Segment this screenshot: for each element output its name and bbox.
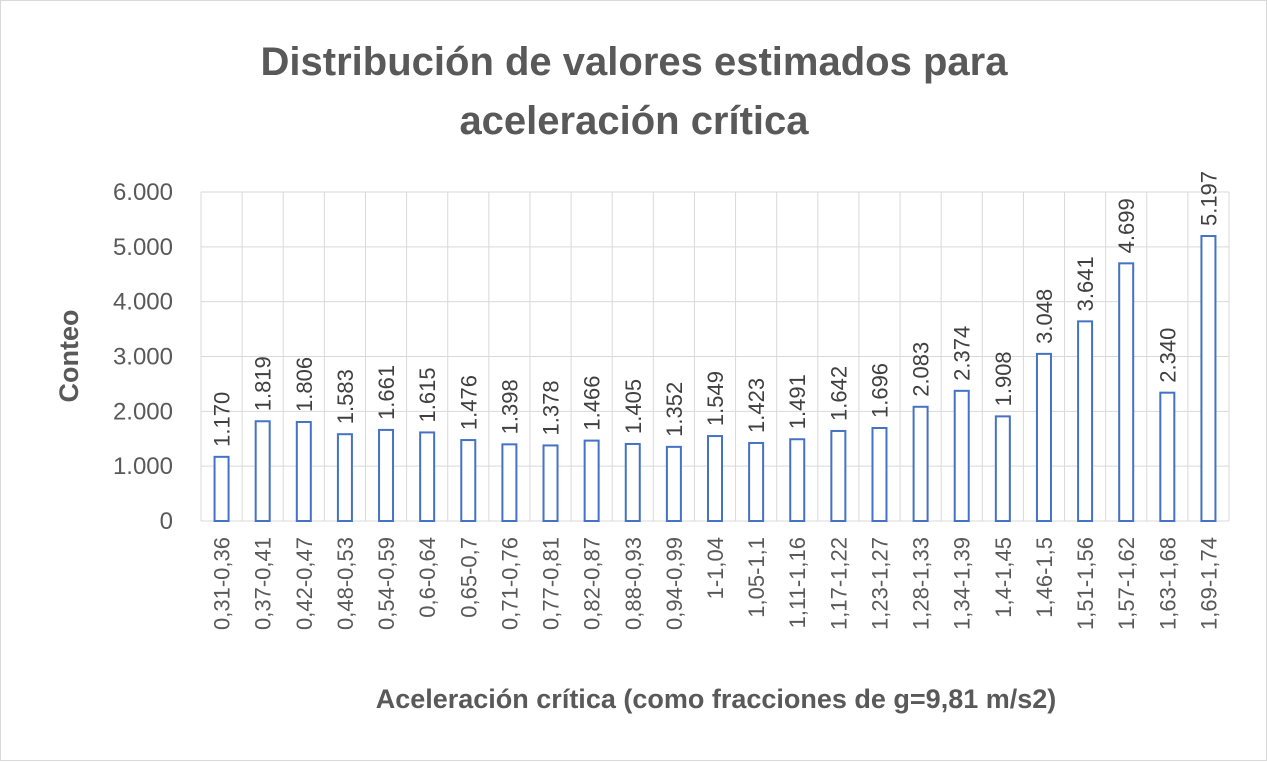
data-label-12: 1.549 xyxy=(703,371,728,426)
data-label-17: 2.083 xyxy=(909,342,934,397)
data-label-18: 2.374 xyxy=(950,326,975,381)
bar-21 xyxy=(1077,320,1094,522)
x-axis-title: Aceleración crítica (como fracciones de … xyxy=(376,684,1057,714)
y-tick-label: 6.000 xyxy=(113,179,173,206)
bar-4 xyxy=(378,428,395,523)
bar-12 xyxy=(707,435,723,523)
bar-20 xyxy=(1035,352,1052,523)
y-tick-label: 3.000 xyxy=(113,344,173,371)
chart-title-line-1: Distribución de valores estimados para xyxy=(261,40,1009,84)
data-label-21: 3.641 xyxy=(1073,256,1098,311)
y-tick-label: 1.000 xyxy=(113,453,173,480)
category-label-9: 0,82-0,87 xyxy=(580,537,605,630)
data-label-20: 3.048 xyxy=(1032,289,1057,344)
y-axis-title: Conteo xyxy=(54,310,84,403)
y-tick-label: 4.000 xyxy=(113,289,173,316)
category-label-11: 0,94-0,99 xyxy=(662,537,687,630)
bar-19 xyxy=(994,415,1011,522)
category-label-12: 1-1,04 xyxy=(703,537,728,599)
bar-16 xyxy=(871,427,888,522)
bar-1 xyxy=(254,420,271,523)
category-label-10: 0,88-0,93 xyxy=(621,537,646,630)
category-label-15: 1,17-1,22 xyxy=(826,537,851,630)
category-label-14: 1,11-1,16 xyxy=(785,537,810,628)
category-label-22: 1,57-1,62 xyxy=(1114,537,1139,630)
bar-17 xyxy=(912,405,929,522)
bar-15 xyxy=(830,429,847,522)
category-label-17: 1,28-1,33 xyxy=(909,537,934,630)
bar-23 xyxy=(1159,391,1176,522)
y-tick-label: 5.000 xyxy=(113,234,173,261)
category-label-3: 0,48-0,53 xyxy=(333,537,358,630)
data-label-6: 1.476 xyxy=(456,375,481,430)
y-tick-label: 0 xyxy=(160,508,173,535)
chart-title-line-2: aceleración crítica xyxy=(459,99,809,143)
category-label-19: 1,4-1,45 xyxy=(991,537,1016,618)
category-label-18: 1,34-1,39 xyxy=(950,537,975,630)
data-label-22: 4.699 xyxy=(1114,198,1139,253)
data-label-9: 1.466 xyxy=(580,376,605,431)
data-label-8: 1.378 xyxy=(539,380,564,435)
data-label-5: 1.615 xyxy=(415,367,440,422)
y-axis-ticks: 0 1.000 2.000 3.000 4.000 5.000 6.000 xyxy=(113,179,173,535)
gridlines xyxy=(200,191,1230,522)
bar-6 xyxy=(460,439,477,523)
bar-10 xyxy=(624,442,641,522)
bar-18 xyxy=(953,389,970,522)
data-label-3: 1.583 xyxy=(333,369,358,424)
data-label-7: 1.398 xyxy=(497,379,522,434)
category-label-0: 0,31-0,36 xyxy=(210,537,235,630)
category-label-4: 0,54-0,59 xyxy=(374,537,399,630)
bars xyxy=(213,235,1217,523)
category-label-1: 0,37-0,41 xyxy=(251,537,276,630)
data-label-19: 1.908 xyxy=(991,351,1016,406)
data-label-1: 1.819 xyxy=(251,356,276,411)
data-label-14: 1.491 xyxy=(785,374,810,429)
data-label-23: 2.340 xyxy=(1155,328,1180,383)
bar-3 xyxy=(336,433,353,522)
data-label-16: 1.696 xyxy=(867,363,892,418)
bar-24 xyxy=(1200,235,1217,523)
category-label-13: 1,05-1,1 xyxy=(744,537,769,618)
data-label-4: 1.661 xyxy=(374,365,399,420)
category-label-6: 0,65-0,7 xyxy=(456,537,481,618)
x-axis-categories: 0,31-0,36 0,37-0,41 0,42-0,47 0,48-0,53 0,54… xyxy=(210,537,1222,630)
category-label-8: 0,77-0,81 xyxy=(539,537,564,630)
bar-22 xyxy=(1118,262,1135,522)
bar-8 xyxy=(542,444,559,522)
bar-0 xyxy=(213,455,230,522)
data-label-15: 1.642 xyxy=(826,366,851,421)
category-label-21: 1,51-1,56 xyxy=(1073,537,1098,630)
data-label-24: 5.197 xyxy=(1196,171,1221,226)
category-label-24: 1,69-1,74 xyxy=(1196,537,1221,630)
bar-9 xyxy=(583,439,600,522)
data-label-13: 1.423 xyxy=(744,378,769,433)
data-label-10: 1.405 xyxy=(621,379,646,434)
data-labels: 1.170 1.819 1.806 1.583 1.661 1.615 1.476 1.398… xyxy=(210,171,1222,447)
category-label-16: 1,23-1,27 xyxy=(867,537,892,630)
data-label-11: 1.352 xyxy=(662,382,687,437)
category-label-20: 1,46-1,5 xyxy=(1032,537,1057,618)
bar-13 xyxy=(748,441,765,522)
category-label-7: 0,71-0,76 xyxy=(497,537,522,630)
data-label-2: 1.806 xyxy=(292,357,317,412)
data-label-0: 1.170 xyxy=(210,392,235,447)
bar-5 xyxy=(419,431,436,522)
y-tick-label: 2.000 xyxy=(113,398,173,425)
category-label-23: 1,63-1,68 xyxy=(1155,537,1180,630)
bar-2 xyxy=(295,420,312,523)
bar-14 xyxy=(789,438,806,522)
category-label-5: 0,6-0,64 xyxy=(415,537,440,618)
bar-11 xyxy=(665,445,682,522)
category-label-2: 0,42-0,47 xyxy=(292,537,317,630)
bar-7 xyxy=(501,443,518,522)
